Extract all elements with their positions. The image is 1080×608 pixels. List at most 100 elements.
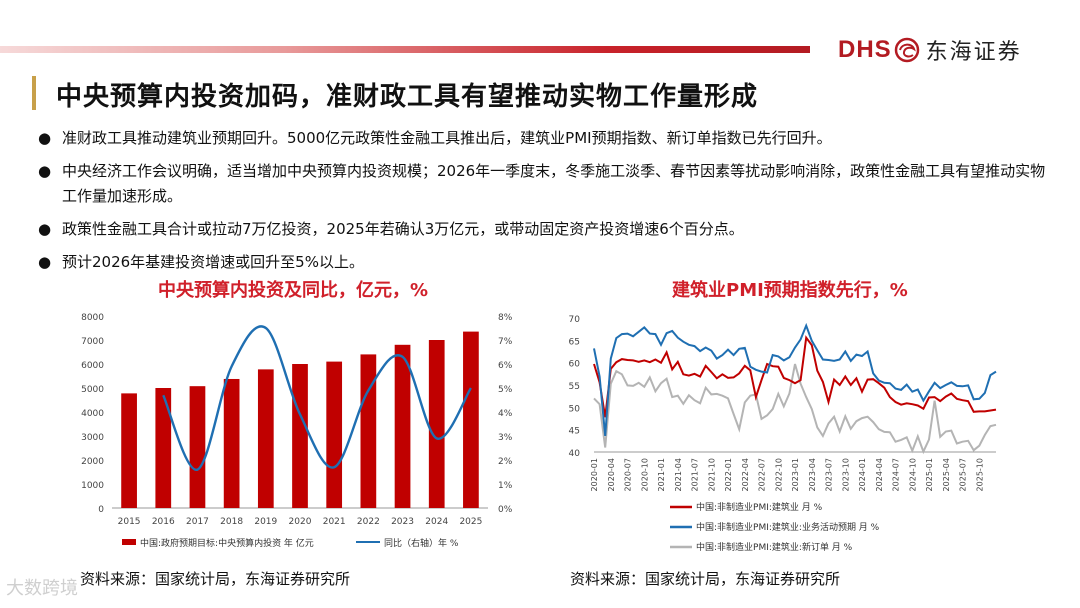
company-logo: DHS 东海证券 — [838, 30, 1022, 70]
bar — [292, 364, 308, 508]
x-tick-label: 2021 — [323, 517, 346, 527]
x-tick-label: 2021-01 — [657, 458, 666, 491]
x-tick-label: 2023-10 — [841, 458, 850, 491]
bar — [189, 386, 206, 508]
series-line-blue — [593, 322, 997, 436]
right-source-note: 资料来源：国家统计局，东海证券研究所 — [570, 570, 841, 588]
bar — [223, 378, 240, 508]
x-tick-label: 2019 — [254, 517, 277, 527]
x-tick-label: 2022-04 — [741, 458, 750, 491]
top-accent-bar — [0, 46, 810, 53]
legend-label-bar: 中国:政府预期目标:中央预算内投资 年 亿元 — [140, 537, 314, 549]
dragon-emblem-icon — [894, 37, 919, 63]
x-tick-label: 2023-07 — [825, 458, 834, 491]
y-right-tick-label: 3% — [498, 433, 513, 443]
bullet-list: ● 准财政工具推动建筑业预期回升。5000亿元政策性金融工具推出后，建筑业PMI… — [36, 126, 1046, 283]
y-right-tick-label: 0% — [498, 505, 513, 515]
y-right-tick-label: 8% — [498, 313, 513, 323]
x-tick-label: 2020-07 — [624, 458, 633, 491]
y-left-tick-label: 0 — [98, 505, 104, 515]
x-tick-label: 2023 — [391, 517, 414, 527]
bullet-dot-icon: ● — [38, 253, 52, 271]
y-right-tick-label: 6% — [498, 361, 513, 371]
page-title: 中央预算内投资加码，准财政工具有望推动实物工作量形成 — [56, 82, 759, 112]
x-tick-label: 2024-01 — [858, 458, 867, 491]
bar — [257, 369, 274, 508]
left-source-note: 资料来源：国家统计局，东海证券研究所 — [80, 570, 351, 588]
yoy-series-line — [162, 325, 472, 471]
x-tick-label: 2024-07 — [892, 458, 901, 491]
bullet-text: 中央经济工作会议明确，适当增加中央预算内投资规模；2026年一季度末，冬季施工淡… — [62, 162, 1046, 205]
x-tick-label: 2015 — [118, 517, 141, 527]
bar — [121, 393, 137, 508]
bullet-item: ● 准财政工具推动建筑业预期回升。5000亿元政策性金融工具推出后，建筑业PMI… — [36, 126, 1046, 151]
y-left-tick-label: 2000 — [81, 457, 104, 467]
y-left-tick-label: 1000 — [81, 481, 104, 491]
bar — [360, 354, 377, 508]
series-line-gray — [593, 363, 997, 455]
y-left-tick-label: 5000 — [81, 385, 104, 395]
left-chart: 0 1000 2000 3000 4000 5000 6000 7000 8000 0% 1% 2% 3… — [81, 313, 513, 549]
logo-dhs: DHS — [838, 36, 892, 63]
x-tick-label: 2020-01 — [590, 458, 599, 491]
bar — [326, 361, 343, 508]
x-tick-label: 2022-10 — [774, 458, 783, 491]
y-right-tick-label: 5% — [498, 385, 513, 395]
x-tick-label: 2025-04 — [942, 458, 951, 491]
x-tick-label: 2017 — [186, 517, 209, 527]
y-right-tick-label: 2% — [498, 457, 513, 467]
series-line-red — [593, 335, 997, 418]
y-right-tick-label: 1% — [498, 481, 513, 491]
bullet-text: 准财政工具推动建筑业预期回升。5000亿元政策性金融工具推出后，建筑业PMI预期… — [62, 129, 832, 147]
bullet-text: 预计2026年基建投资增速或回升至5%以上。 — [62, 253, 364, 271]
bullet-item: ● 中央经济工作会议明确，适当增加中央预算内投资规模；2026年一季度末，冬季施… — [36, 159, 1046, 209]
x-tick-label: 2024 — [425, 517, 448, 527]
y-tick-label: 40 — [569, 449, 581, 459]
right-chart-title: 建筑业PMI预期指数先行，% — [672, 280, 908, 301]
x-tick-label: 2020 — [289, 517, 312, 527]
y-right-tick-label: 7% — [498, 337, 513, 347]
y-left-tick-label: 3000 — [81, 433, 104, 443]
bullet-dot-icon: ● — [38, 162, 52, 180]
legend-label: 中国:非制造业PMI:建筑业:新订单 月 % — [696, 541, 853, 553]
right-chart: 40 45 50 55 60 65 70 2020-01 2020-04 2020-07 2020-… — [569, 315, 997, 553]
bar — [155, 388, 172, 508]
bar — [463, 331, 479, 508]
title-accent-bar — [32, 76, 36, 110]
bullet-item: ● 预计2026年基建投资增速或回升至5%以上。 — [36, 250, 1046, 275]
x-tick-label: 2022-01 — [724, 458, 733, 491]
y-tick-label: 45 — [569, 427, 580, 437]
x-tick-label: 2016 — [152, 517, 175, 527]
y-left-tick-label: 7000 — [81, 337, 104, 347]
y-right-tick-label: 4% — [498, 409, 513, 419]
x-tick-label: 2021-04 — [674, 458, 683, 491]
x-tick-label: 2024-10 — [908, 458, 917, 491]
x-tick-label: 2018 — [220, 517, 243, 527]
legend-label: 中国:非制造业PMI:建筑业 月 % — [696, 501, 823, 513]
y-tick-label: 60 — [569, 360, 581, 370]
x-tick-label: 2021-07 — [691, 458, 700, 491]
x-tick-label: 2020-10 — [640, 458, 649, 491]
x-tick-label: 2023-04 — [808, 458, 817, 491]
legend-label-line: 同比（右轴）年 % — [384, 537, 459, 549]
x-tick-label: 2025 — [459, 517, 482, 527]
x-tick-label: 2020-04 — [607, 458, 616, 491]
x-tick-label: 2024-04 — [875, 458, 884, 491]
y-left-tick-label: 4000 — [81, 409, 104, 419]
x-tick-label: 2025-10 — [975, 458, 984, 491]
x-tick-label: 2025-01 — [925, 458, 934, 491]
y-tick-label: 55 — [569, 382, 580, 392]
legend-swatch-bar — [122, 539, 136, 545]
bullet-dot-icon: ● — [38, 220, 52, 238]
logo-chinese-name: 东海证券 — [925, 40, 1022, 65]
y-left-tick-label: 6000 — [81, 361, 104, 371]
x-tick-label: 2023-01 — [791, 458, 800, 491]
x-tick-label: 2022 — [357, 517, 380, 527]
x-tick-label: 2021-10 — [707, 458, 716, 491]
bar — [394, 344, 411, 508]
y-tick-label: 70 — [569, 315, 581, 325]
left-chart-title: 中央预算内投资及同比，亿元，% — [158, 280, 429, 301]
bullet-item: ● 政策性金融工具合计或拉动7万亿投资，2025年若确认3万亿元，或带动固定资产… — [36, 217, 1046, 242]
x-tick-label: 2022-07 — [758, 458, 767, 491]
bar — [428, 340, 445, 508]
